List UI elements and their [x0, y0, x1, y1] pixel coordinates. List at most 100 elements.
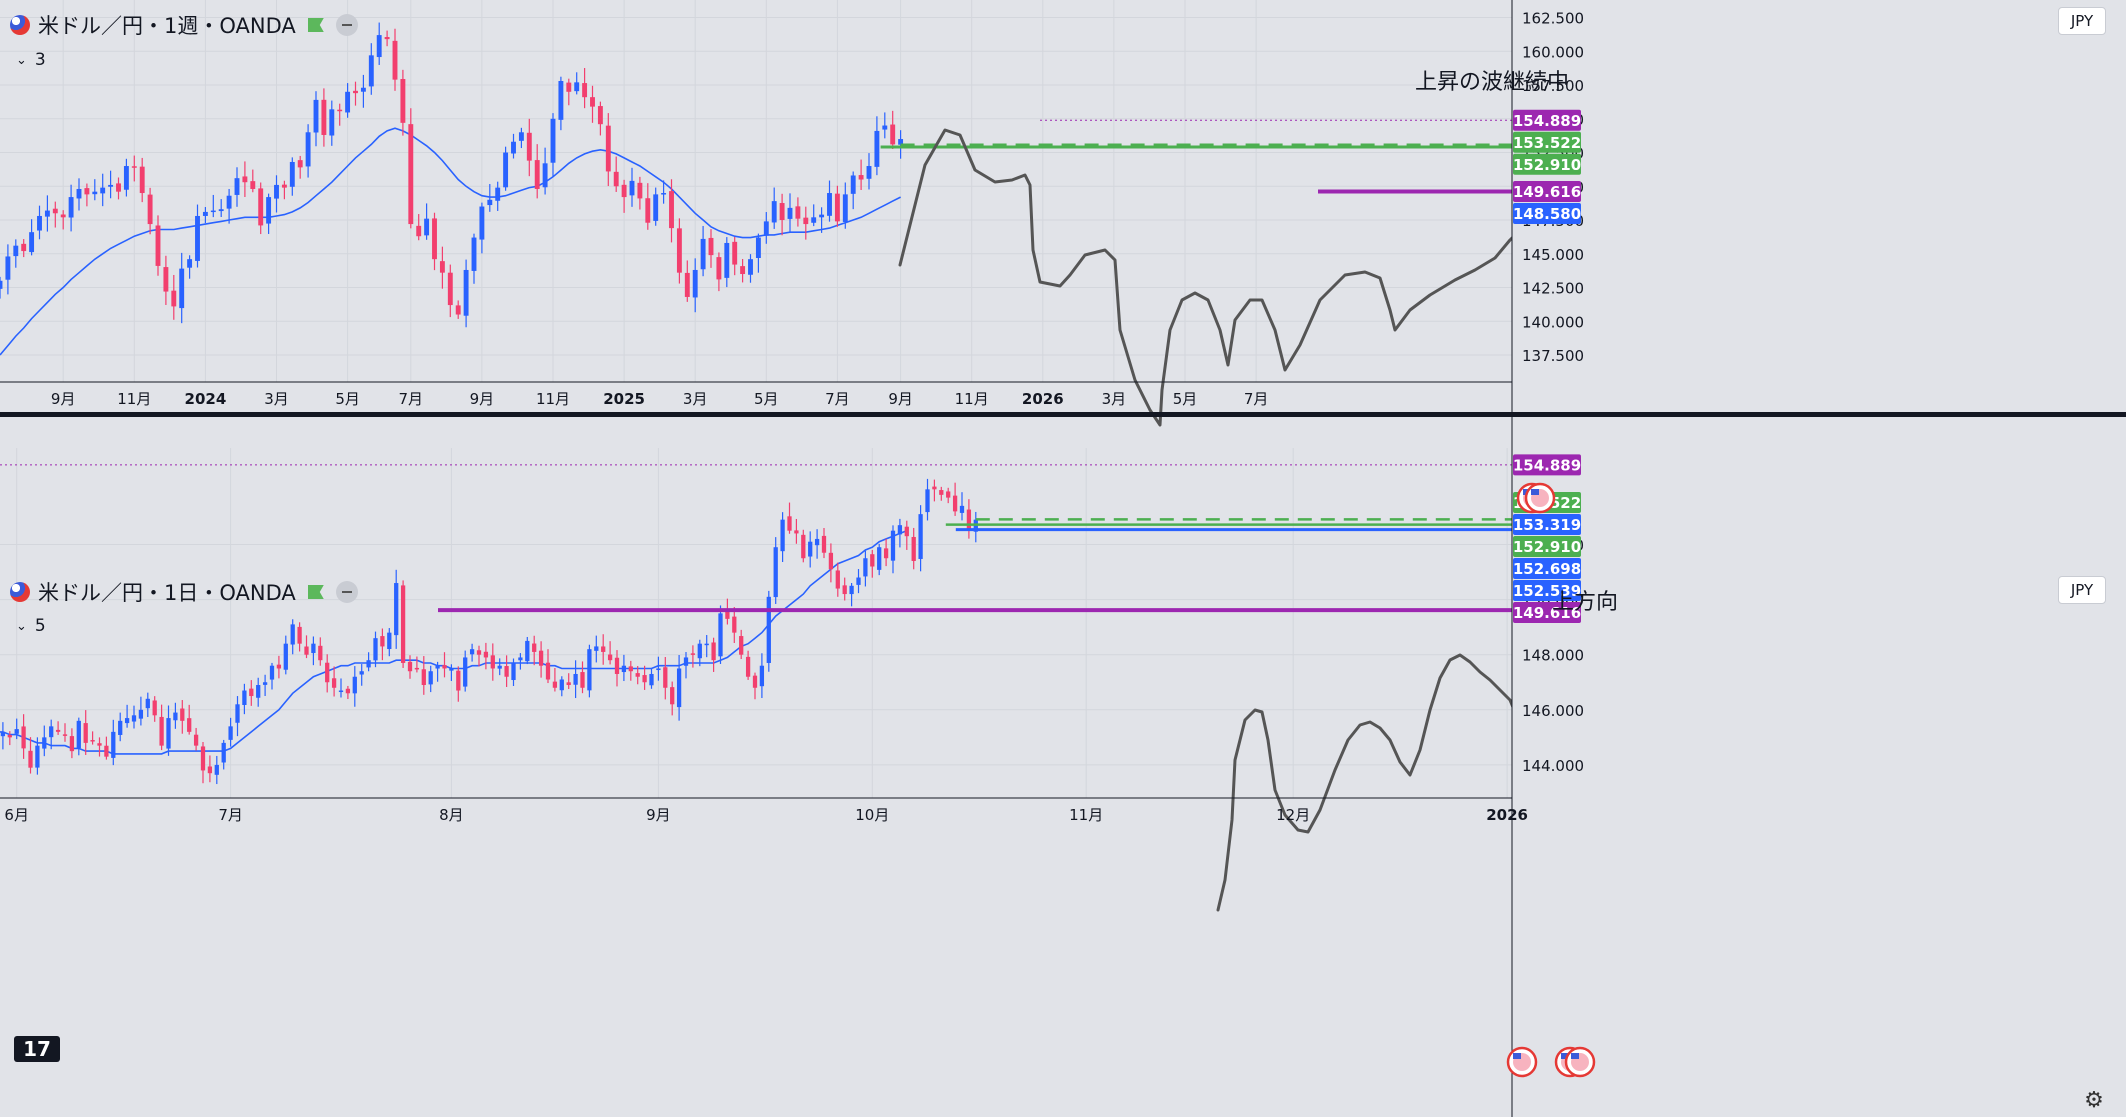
candle: [234, 167, 240, 207]
candle: [83, 710, 88, 755]
us-event-flag-icon[interactable]: [1524, 482, 1556, 514]
candle: [771, 187, 777, 229]
candle: [601, 634, 606, 665]
us-event-flag-icon[interactable]: [1506, 1046, 1538, 1078]
candle: [490, 643, 495, 681]
candle: [195, 204, 200, 268]
candle: [187, 255, 193, 279]
collapse-legend-button[interactable]: [335, 14, 358, 36]
top-indicator-toggle[interactable]: ⌄ 3: [16, 50, 46, 70]
candle: [842, 182, 848, 229]
candle: [49, 719, 54, 750]
candle: [911, 527, 916, 570]
candle: [628, 660, 633, 681]
candle: [645, 183, 651, 230]
candle: [52, 201, 58, 228]
market-open-flag-icon: [307, 585, 324, 599]
candle: [432, 212, 437, 271]
candle: [740, 258, 746, 283]
candle: [97, 737, 102, 757]
candle: [476, 645, 482, 667]
candle: [290, 619, 295, 655]
candle: [283, 635, 288, 675]
candle: [835, 562, 840, 597]
x-tick-label: 2026: [1486, 806, 1528, 824]
candle: [256, 677, 261, 707]
candle: [289, 157, 295, 196]
svg-text:149.616: 149.616: [1513, 604, 1581, 622]
candle: [35, 737, 40, 775]
bottom-indicator-toggle[interactable]: ⌄ 5: [16, 616, 46, 636]
candle: [166, 705, 171, 756]
candle: [545, 649, 551, 684]
candle: [180, 700, 185, 734]
bottom-symbol-label[interactable]: 米ドル／円・1日・OANDA: [38, 581, 296, 605]
candle: [449, 664, 454, 682]
x-tick-label: 3月: [264, 390, 289, 408]
candle: [866, 153, 872, 190]
gear-icon[interactable]: ⚙: [2084, 1087, 2104, 1113]
candle: [827, 180, 832, 222]
candle: [566, 673, 571, 690]
candle: [497, 658, 502, 676]
candle: [60, 210, 66, 230]
bottom-annotation[interactable]: 上方向: [1552, 590, 1619, 615]
candle: [637, 176, 643, 210]
y-tick-label: 142.500: [1522, 280, 1584, 298]
candle: [656, 656, 661, 681]
bottom-panel-header[interactable]: 米ドル／円・1日・OANDA: [10, 577, 358, 607]
candle: [193, 727, 199, 751]
top-annotation[interactable]: 上昇の波継続中: [1415, 70, 1570, 95]
candle: [387, 628, 392, 657]
candle: [471, 233, 477, 284]
candle: [787, 502, 792, 534]
candle: [331, 666, 337, 697]
bottom-currency-selector[interactable]: JPY: [2058, 576, 2106, 604]
candle: [297, 622, 302, 652]
top-symbol-label[interactable]: 米ドル／円・1週・OANDA: [38, 14, 296, 38]
price-tag: 149.616: [1513, 180, 1581, 202]
market-open-flag-icon: [307, 18, 324, 32]
tradingview-logo-icon[interactable]: 17: [14, 1036, 60, 1062]
x-tick-label: 2025: [603, 390, 645, 408]
top-panel-header[interactable]: 米ドル／円・1週・OANDA: [10, 10, 358, 40]
candle: [780, 512, 785, 563]
candle: [345, 83, 351, 118]
candle: [276, 655, 282, 679]
candle: [504, 655, 509, 687]
svg-text:149.616: 149.616: [1513, 183, 1581, 201]
candle: [716, 252, 722, 292]
candle: [44, 195, 50, 232]
candle: [202, 207, 208, 224]
candle: [321, 88, 327, 147]
candle: [649, 668, 654, 689]
collapse-legend-button[interactable]: [335, 581, 358, 603]
candle: [819, 207, 825, 233]
candle: [394, 569, 399, 649]
candle: [111, 719, 116, 766]
price-tag: 152.698: [1513, 558, 1581, 580]
candle: [28, 737, 33, 774]
candle: [877, 543, 882, 576]
us-event-flag-icon[interactable]: [1564, 1046, 1596, 1078]
svg-text:153.522: 153.522: [1513, 134, 1581, 152]
bottom-indicator-count: 5: [34, 616, 46, 636]
x-tick-label: 5月: [1173, 390, 1198, 408]
candle: [759, 653, 765, 699]
candle: [483, 642, 489, 670]
candle: [821, 527, 827, 559]
candle: [642, 665, 647, 690]
top-currency-selector[interactable]: JPY: [2058, 7, 2106, 35]
candle: [138, 696, 144, 726]
y-tick-label: 160.000: [1522, 43, 1584, 61]
candle: [235, 696, 240, 737]
candle: [200, 741, 206, 784]
x-tick-label: 7月: [1244, 390, 1269, 408]
candle: [614, 650, 620, 687]
candle: [752, 672, 758, 700]
x-tick-label: 2024: [185, 390, 227, 408]
candle: [179, 252, 185, 324]
candle: [214, 755, 219, 785]
candle: [249, 680, 254, 706]
